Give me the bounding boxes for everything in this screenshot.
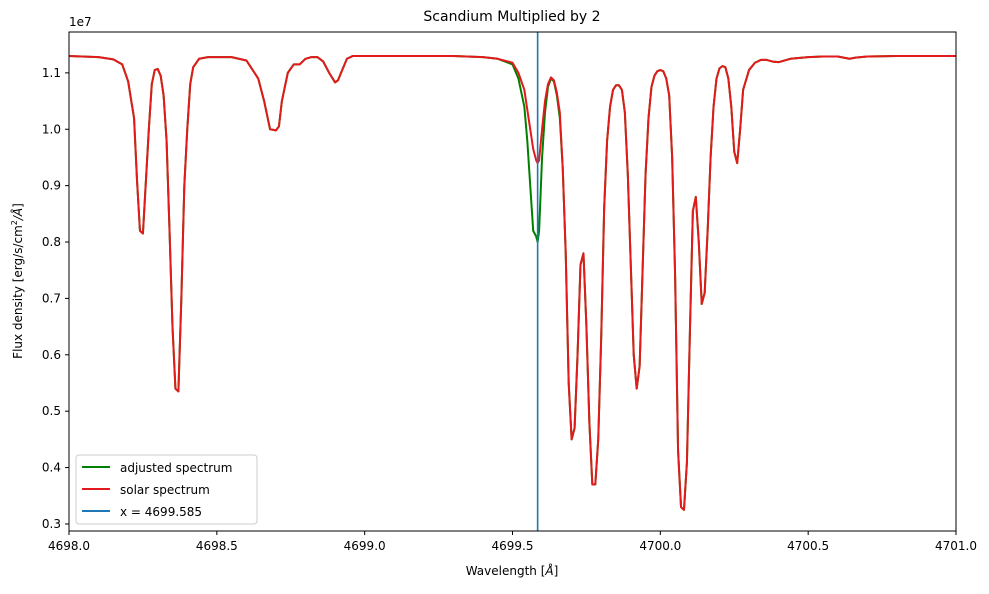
y-tick-label: 1.0 bbox=[42, 122, 61, 136]
legend-label-adjusted: adjusted spectrum bbox=[120, 461, 232, 475]
y-axis-label-sup: 2 bbox=[10, 220, 19, 225]
y-offset-text: 1e7 bbox=[69, 15, 92, 29]
y-axis-label-close: ] bbox=[11, 203, 25, 208]
x-tick-label: 4698.0 bbox=[48, 539, 90, 553]
y-tick-label: 0.7 bbox=[42, 291, 61, 305]
y-tick-label: 0.9 bbox=[42, 179, 61, 193]
x-tick-label: 4700.0 bbox=[639, 539, 681, 553]
y-tick-label: 0.3 bbox=[42, 517, 61, 531]
y-axis-label: Flux density [erg/s/cm2/Å] bbox=[10, 203, 25, 359]
legend-box bbox=[75, 454, 258, 525]
legend: adjusted spectrum solar spectrum x = 469… bbox=[75, 454, 258, 525]
y-tick-label: 0.5 bbox=[42, 404, 61, 418]
y-tick-label: 1.1 bbox=[42, 66, 61, 80]
y-axis-ticks: 0.3 0.4 0.5 0.6 0.7 0.8 0.9 1.0 1.1 bbox=[42, 66, 69, 531]
y-axis-label-text: Flux density [erg/s/cm bbox=[11, 225, 25, 359]
x-axis-label-unit: Å bbox=[544, 563, 553, 578]
legend-label-vline: x = 4699.585 bbox=[120, 505, 202, 519]
y-tick-label: 0.8 bbox=[42, 235, 61, 249]
series-layer bbox=[69, 54, 956, 511]
x-axis-ticks: 4698.0 4698.5 4699.0 4699.5 4700.0 4700.5 4701… bbox=[48, 531, 977, 553]
y-tick-label: 0.4 bbox=[42, 461, 61, 475]
series-line-solar-spectrum bbox=[69, 54, 956, 511]
x-tick-label: 4699.0 bbox=[344, 539, 386, 553]
series-line-adjusted-spectrum bbox=[69, 54, 956, 511]
x-tick-label: 4701.0 bbox=[935, 539, 977, 553]
x-axis-label-text: Wavelength [ bbox=[466, 564, 546, 578]
x-axis-label-close: ] bbox=[554, 564, 559, 578]
x-axis-label: Wavelength [Å] bbox=[466, 563, 559, 578]
y-tick-label: 0.6 bbox=[42, 348, 61, 362]
chart-title: Scandium Multiplied by 2 bbox=[423, 9, 600, 25]
x-tick-label: 4698.5 bbox=[196, 539, 238, 553]
y-axis-label-unit: /Å bbox=[10, 208, 25, 221]
x-tick-label: 4700.5 bbox=[787, 539, 829, 553]
x-tick-label: 4699.5 bbox=[492, 539, 534, 553]
legend-label-solar: solar spectrum bbox=[120, 483, 210, 497]
